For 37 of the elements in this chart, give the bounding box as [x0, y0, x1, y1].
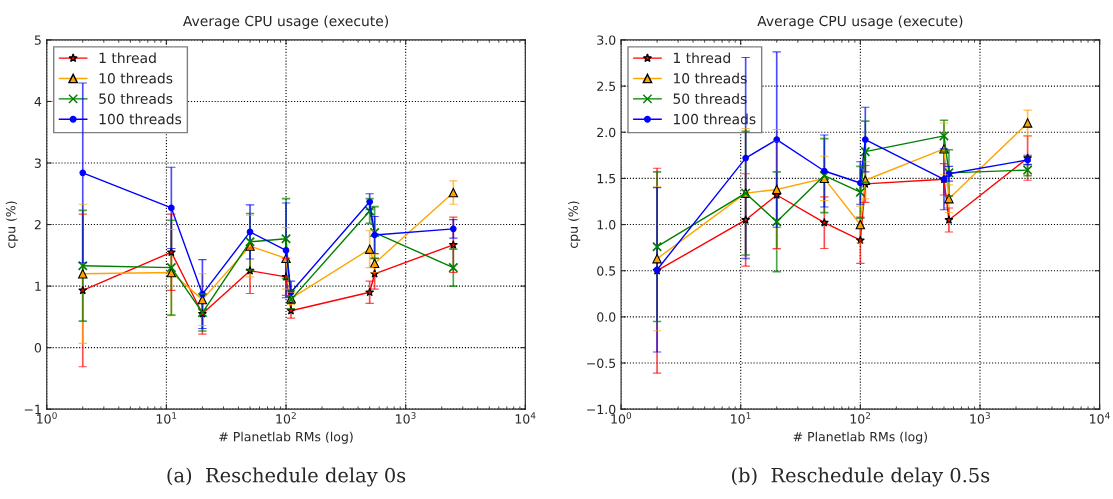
y-tick-label: 1.5 — [597, 174, 616, 184]
x-tick-label: 10$^{3}$ — [396, 412, 416, 424]
legend-label: 1 thread — [673, 52, 730, 64]
x-tick-label: 10$^{4}$ — [515, 412, 536, 424]
y-tick-label: 1 — [35, 281, 41, 291]
chart-title: Average CPU usage (execute) — [757, 15, 963, 29]
y-tick-label: 2.0 — [597, 127, 616, 138]
text: (a) Reschedule delay 0s — [167, 467, 406, 487]
legend-label: 50 threads — [99, 93, 173, 104]
y-tick-label: 4 — [34, 97, 42, 107]
y-tick-label: −1 — [24, 404, 41, 414]
y-tick-label: 3 — [34, 158, 41, 168]
y-tick-label: −1.0 — [587, 404, 616, 415]
y-axis-title: cpu (%) — [568, 201, 581, 249]
x-tick-label: 10$^{2}$ — [850, 412, 871, 424]
x-tick-label: 10$^{2}$ — [276, 412, 296, 424]
y-tick-label: 0.0 — [597, 312, 616, 322]
text: (b) Reschedule delay 0.5s — [732, 467, 990, 487]
x-axis-title: # Planetlab RMs (log) — [793, 431, 927, 444]
y-tick-label: 0 — [34, 343, 42, 353]
y-tick-label: 3.0 — [597, 35, 616, 45]
y-tick-label: −0.5 — [587, 358, 616, 368]
y-tick-label: 2 — [34, 220, 41, 230]
x-axis-title: # Planetlab RMs (log) — [219, 431, 353, 444]
chart-title: Average CPU usage (execute) — [182, 15, 389, 29]
legend-label: 100 threads — [99, 113, 182, 125]
x-tick-label: 10$^{3}$ — [970, 412, 990, 424]
y-tick-label: 2.5 — [597, 81, 616, 91]
x-tick-label: 10$^{1}$ — [156, 412, 177, 424]
y-tick-label: 5 — [34, 35, 41, 45]
y-tick-label: 1.0 — [597, 220, 616, 230]
y-axis-title: cpu (%) — [5, 201, 18, 249]
x-tick-label: 10$^{1}$ — [731, 412, 751, 424]
legend-label: 10 threads — [99, 72, 173, 84]
x-tick-label: 10$^{4}$ — [1090, 412, 1110, 424]
y-tick-label: 0.5 — [597, 266, 616, 276]
legend-label: 1 thread — [99, 52, 156, 64]
